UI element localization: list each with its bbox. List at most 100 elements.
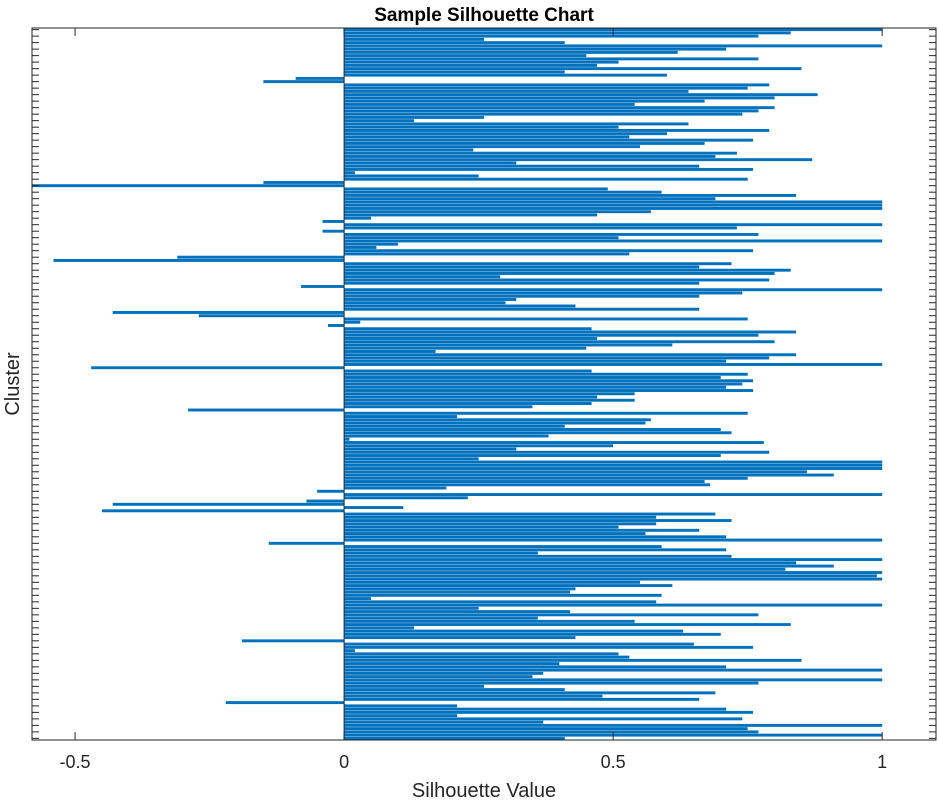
silhouette-bar xyxy=(344,41,565,45)
silhouette-bar xyxy=(344,593,662,597)
silhouette-bar xyxy=(344,642,694,646)
silhouette-bar xyxy=(344,457,479,461)
silhouette-bar xyxy=(344,671,544,675)
silhouette-bar xyxy=(327,324,345,327)
silhouette-bar xyxy=(344,525,619,529)
silhouette-bar xyxy=(344,717,743,721)
silhouette-bar xyxy=(344,128,770,132)
silhouette-bar xyxy=(344,694,603,698)
silhouette-bar xyxy=(344,216,371,220)
silhouette-bar xyxy=(344,681,759,685)
silhouette-bar xyxy=(344,167,754,171)
silhouette-bar xyxy=(344,727,748,731)
silhouette-bar xyxy=(344,148,474,152)
silhouette-bar xyxy=(344,206,883,210)
silhouette-bar xyxy=(344,73,667,77)
silhouette-bar xyxy=(344,177,748,181)
silhouette-bar xyxy=(344,736,565,740)
silhouette-bar xyxy=(344,434,549,438)
silhouette-bar xyxy=(344,454,721,457)
silhouette-bar xyxy=(344,132,667,136)
silhouette-bar xyxy=(344,83,770,87)
silhouette-bar xyxy=(317,489,345,493)
silhouette-bar xyxy=(344,655,630,659)
silhouette-bar xyxy=(344,597,371,601)
silhouette-bar xyxy=(344,239,883,243)
silhouette-bar xyxy=(344,353,797,357)
silhouette-bar xyxy=(344,112,743,116)
silhouette-bar xyxy=(112,502,345,506)
silhouette-bar xyxy=(344,109,759,113)
silhouette-bar xyxy=(344,122,689,126)
silhouette-bar xyxy=(344,93,818,97)
silhouette-bar xyxy=(344,535,727,539)
silhouette-bar xyxy=(344,564,834,568)
silhouette-bar xyxy=(344,421,646,425)
silhouette-bar xyxy=(344,265,700,269)
silhouette-bar xyxy=(241,639,345,643)
silhouette-bar xyxy=(306,499,345,503)
silhouette-bar xyxy=(344,50,678,54)
silhouette-bar xyxy=(344,463,883,467)
silhouette-bar xyxy=(344,658,802,662)
silhouette-bar xyxy=(295,76,345,80)
x-tick-label: -0.5 xyxy=(60,752,91,772)
silhouette-bar xyxy=(344,710,754,714)
silhouette-bar xyxy=(344,226,737,230)
silhouette-bar xyxy=(344,587,576,591)
silhouette-bar xyxy=(344,200,883,204)
silhouette-bar xyxy=(344,496,468,500)
silhouette-bar xyxy=(344,138,754,142)
silhouette-bar xyxy=(263,80,345,84)
silhouette-bar xyxy=(344,252,630,256)
silhouette-bar xyxy=(101,509,345,513)
silhouette-bar xyxy=(344,37,484,41)
silhouette-bar xyxy=(344,606,479,610)
silhouette-bar xyxy=(344,450,770,454)
x-axis-label: Silhouette Value xyxy=(412,780,556,801)
silhouette-bar xyxy=(344,707,727,711)
silhouette-bar xyxy=(344,600,657,604)
silhouette-bar xyxy=(344,262,732,266)
silhouette-bar xyxy=(344,372,748,376)
silhouette-bar xyxy=(344,506,404,510)
silhouette-bar xyxy=(344,678,883,682)
silhouette-bar xyxy=(344,389,754,392)
silhouette-bar xyxy=(344,467,883,470)
silhouette-bar xyxy=(344,548,727,552)
silhouette-bar xyxy=(344,720,544,724)
silhouette-bar xyxy=(344,161,517,165)
silhouette-bar xyxy=(344,320,361,324)
silhouette-bar xyxy=(188,408,345,412)
silhouette-bar xyxy=(344,480,705,483)
silhouette-bar xyxy=(344,275,501,279)
silhouette-bar xyxy=(344,649,355,653)
silhouette-bar xyxy=(344,60,619,64)
silhouette-bar xyxy=(344,447,517,451)
silhouette-bar xyxy=(344,268,791,272)
silhouette-bar xyxy=(344,704,458,708)
silhouette-bar xyxy=(344,158,813,162)
silhouette-bar xyxy=(344,174,479,178)
silhouette-bar xyxy=(344,382,743,386)
silhouette-bar xyxy=(344,714,458,718)
silhouette-bar xyxy=(322,219,345,223)
silhouette-bar xyxy=(344,379,754,383)
plot-frame xyxy=(31,27,937,741)
silhouette-bar xyxy=(344,613,759,617)
silhouette-bar xyxy=(344,483,710,487)
silhouette-bar xyxy=(344,493,883,497)
silhouette-bar xyxy=(344,190,662,194)
silhouette-bar xyxy=(344,626,415,630)
silhouette-bar xyxy=(53,258,345,262)
silhouette-bar xyxy=(344,54,587,58)
silhouette-bar xyxy=(344,213,597,217)
silhouette-bar xyxy=(344,34,759,38)
y-axis-label: Cluster xyxy=(2,352,24,416)
silhouette-bar xyxy=(344,574,877,578)
silhouette-bar xyxy=(344,522,657,526)
silhouette-bar xyxy=(344,551,538,555)
silhouette-bar xyxy=(344,402,592,405)
silhouette-bar xyxy=(344,210,651,214)
